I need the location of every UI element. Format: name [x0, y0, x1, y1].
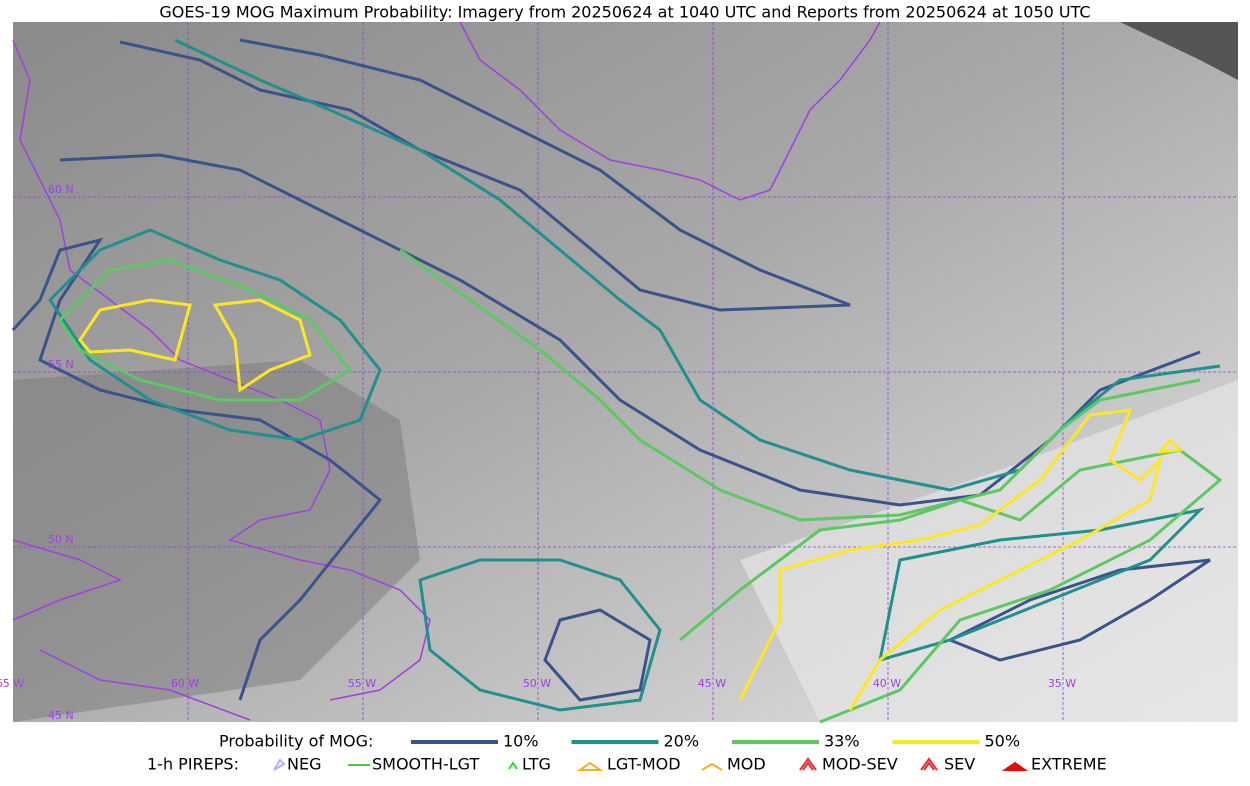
lon-label: 60 W — [171, 677, 199, 690]
legend-label: MOD-SEV — [822, 755, 898, 774]
legend-label: EXTREME — [1031, 755, 1107, 774]
legend-label: 50% — [985, 732, 1021, 751]
lon-label: 45 W — [698, 677, 726, 690]
legend: Probability of MOG: 10% 20% 33% 50% 1-h PIREP… — [147, 732, 1107, 774]
pirep-icon — [701, 762, 723, 771]
map — [11, 21, 1238, 724]
pirep-icon — [576, 761, 604, 771]
lon-label: 50 W — [523, 677, 551, 690]
legend-label: 10% — [503, 732, 539, 751]
lon-label: 55 W — [348, 677, 376, 690]
pirep-icon — [273, 758, 286, 771]
legend-label: SMOOTH-LGT — [372, 755, 479, 774]
graticule-labels: 60 N 55 N 50 N 45 N 65 W 60 W 55 W 50 W 45 W 40 W… — [0, 183, 1076, 722]
pirep-icon — [1001, 761, 1029, 771]
lat-label: 55 N — [48, 358, 74, 371]
legend-title: 1-h PIREPS: — [147, 755, 239, 774]
legend-label: LGT-MOD — [607, 755, 681, 774]
legend-label: LTG — [522, 755, 551, 774]
legend-label: 20% — [664, 732, 700, 751]
lon-label: 35 W — [1048, 677, 1076, 690]
lat-label: 50 N — [48, 533, 74, 546]
legend-label: NEG — [287, 755, 321, 774]
lon-label: 65 W — [0, 677, 24, 690]
pirep-icon — [920, 757, 938, 771]
legend-label: SEV — [944, 755, 975, 774]
legend-label: MOD — [727, 755, 766, 774]
title: GOES-19 MOG Maximum Probability: Imagery… — [159, 3, 1090, 22]
lon-label: 40 W — [873, 677, 901, 690]
pirep-icon — [799, 757, 817, 771]
pirep-icon — [508, 761, 518, 770]
legend-title: Probability of MOG: — [219, 732, 373, 751]
legend-label: 33% — [824, 732, 860, 751]
lat-label: 45 N — [48, 709, 74, 722]
lat-label: 60 N — [48, 183, 74, 196]
